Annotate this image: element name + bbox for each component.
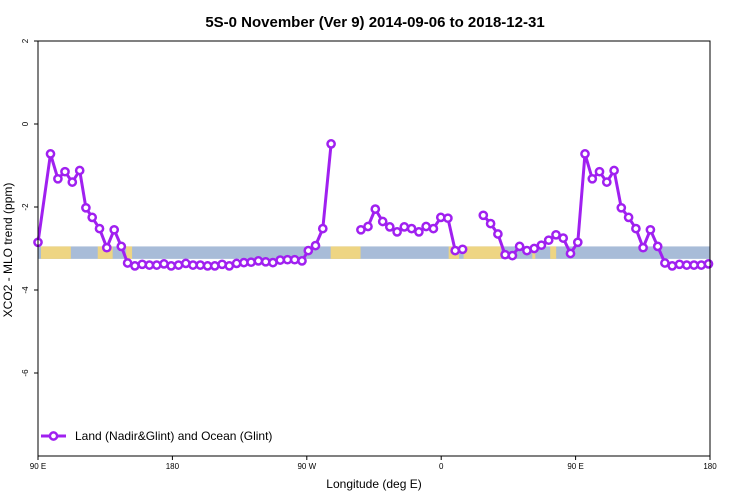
data-point-53 <box>443 213 453 224</box>
land-segment-5 <box>463 246 501 259</box>
y-axis-ticks: 2 0 -2 -4 -6 <box>21 38 38 377</box>
data-point-66 <box>551 229 561 240</box>
data-point-63 <box>529 243 540 254</box>
x-tick-label-1: 180 <box>166 462 180 471</box>
data-point-2 <box>53 173 63 184</box>
data-point-68 <box>565 248 576 259</box>
data-point-75 <box>616 202 627 213</box>
land-ocean-band <box>38 246 710 259</box>
data-point-70 <box>580 149 590 159</box>
data-point-73 <box>601 177 612 187</box>
legend-label: Land (Nadir&Glint) and Ocean (Glint) <box>75 429 272 443</box>
data-point-60 <box>507 250 518 261</box>
data-point-3 <box>60 166 70 177</box>
data-point-57 <box>485 218 496 229</box>
x-axis-ticks: 90 E 180 90 W 0 90 E 180 <box>30 456 717 471</box>
data-point-79 <box>645 224 656 235</box>
data-point-36 <box>297 256 307 266</box>
data-point-44 <box>377 216 388 227</box>
data-point-42 <box>363 221 373 232</box>
legend: Land (Nadir&Glint) and Ocean (Glint) <box>41 429 272 443</box>
data-point-78 <box>638 242 648 253</box>
chart-title: 5S-0 November (Ver 9) 2014-09-06 to 2018… <box>205 14 544 31</box>
legend-marker-swatch <box>48 431 59 441</box>
data-point-64 <box>536 240 547 251</box>
x-tick-label-5: 180 <box>703 462 717 471</box>
data-point-69 <box>572 237 583 248</box>
y-tick-label-0: 2 <box>21 38 30 43</box>
data-point-77 <box>631 223 641 234</box>
data-point-13 <box>130 261 140 271</box>
data-point-4 <box>67 177 78 187</box>
data-point-45 <box>384 222 395 232</box>
data-point-59 <box>500 249 510 260</box>
data-point-6 <box>81 202 91 213</box>
data-point-49 <box>414 227 424 237</box>
ocean-band <box>38 246 710 259</box>
data-point-39 <box>317 223 328 234</box>
data-point-87 <box>703 259 714 269</box>
x-tick-label-3: 0 <box>439 462 444 471</box>
data-point-46 <box>392 227 402 237</box>
x-tick-label-0: 90 E <box>30 462 46 471</box>
data-point-74 <box>609 165 619 176</box>
x-axis-label: Longitude (deg E) <box>326 477 421 491</box>
land-segment-3 <box>330 246 361 259</box>
data-point-10 <box>109 224 120 235</box>
data-point-29 <box>246 257 256 268</box>
data-point-61 <box>514 241 525 252</box>
data-point-48 <box>406 223 417 234</box>
data-point-40 <box>326 139 336 149</box>
data-point-67 <box>558 233 569 243</box>
y-axis-label: XCO2 - MLO trend (ppm) <box>1 183 15 318</box>
series-layer <box>33 139 714 271</box>
data-point-30 <box>253 256 264 266</box>
data-point-56 <box>478 210 489 221</box>
data-point-11 <box>116 241 127 252</box>
data-point-65 <box>543 235 554 246</box>
data-point-24 <box>209 261 220 271</box>
y-tick-label-1: 0 <box>21 121 30 126</box>
y-tick-label-4: -6 <box>21 369 30 377</box>
data-point-38 <box>310 240 321 251</box>
data-point-7 <box>87 212 98 223</box>
data-point-37 <box>303 245 314 256</box>
x-tick-label-4: 90 E <box>567 462 583 471</box>
data-point-80 <box>652 241 663 252</box>
land-segment-2 <box>126 246 133 259</box>
data-point-71 <box>587 173 598 184</box>
data-point-76 <box>623 212 634 223</box>
data-point-5 <box>74 165 85 176</box>
y-tick-label-3: -4 <box>21 286 30 294</box>
data-point-8 <box>94 223 105 234</box>
data-point-54 <box>450 245 461 256</box>
data-point-9 <box>101 242 112 253</box>
y-tick-label-2: -2 <box>21 203 30 211</box>
data-point-82 <box>667 261 678 271</box>
data-point-58 <box>493 229 503 239</box>
data-point-43 <box>370 204 381 214</box>
data-point-72 <box>594 166 605 177</box>
data-point-51 <box>428 223 439 234</box>
data-point-55 <box>457 244 468 255</box>
x-tick-label-2: 90 W <box>297 462 316 471</box>
data-point-16 <box>151 260 162 270</box>
plot-frame <box>37 40 711 457</box>
land-segment-0 <box>40 246 71 259</box>
data-point-35 <box>289 254 300 265</box>
land-segment-7 <box>550 246 557 259</box>
data-point-1 <box>45 149 56 159</box>
